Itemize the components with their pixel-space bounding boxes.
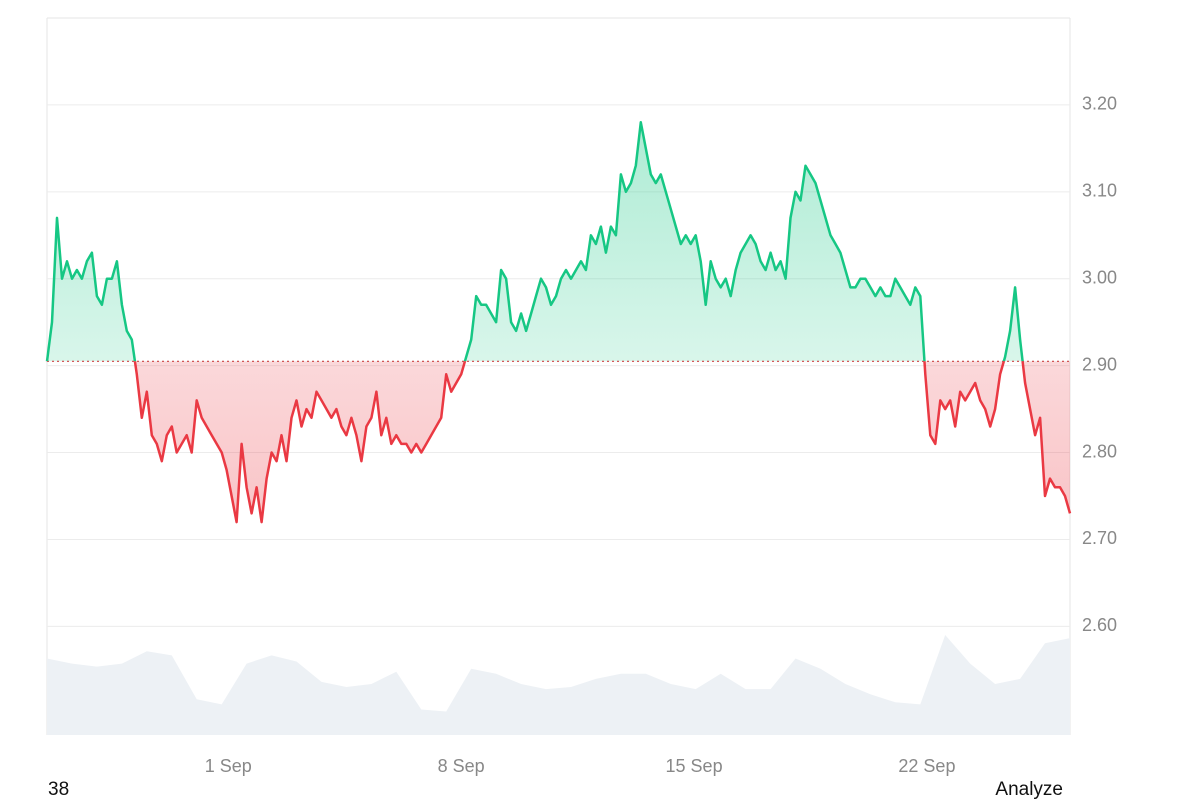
footer-left: 38 bbox=[48, 779, 69, 800]
y-tick-label: 3.10 bbox=[1082, 181, 1117, 201]
volume-area bbox=[47, 635, 1070, 735]
price-line-up bbox=[45, 121, 1024, 362]
x-tick-label: 22 Sep bbox=[898, 756, 955, 776]
y-tick-label: 2.60 bbox=[1082, 615, 1117, 635]
y-tick-label: 2.80 bbox=[1082, 441, 1117, 461]
footer-right[interactable]: Analyze bbox=[995, 779, 1063, 800]
x-tick-label: 15 Sep bbox=[666, 756, 723, 776]
x-tick-label: 1 Sep bbox=[205, 756, 252, 776]
x-tick-label: 8 Sep bbox=[438, 756, 485, 776]
y-tick-label: 2.90 bbox=[1082, 354, 1117, 374]
area-down bbox=[47, 361, 1070, 523]
y-tick-label: 3.00 bbox=[1082, 267, 1117, 287]
y-tick-label: 2.70 bbox=[1082, 528, 1117, 548]
price-line-down bbox=[46, 361, 1072, 524]
y-tick-label: 3.20 bbox=[1082, 94, 1117, 114]
area-up bbox=[47, 122, 1023, 362]
